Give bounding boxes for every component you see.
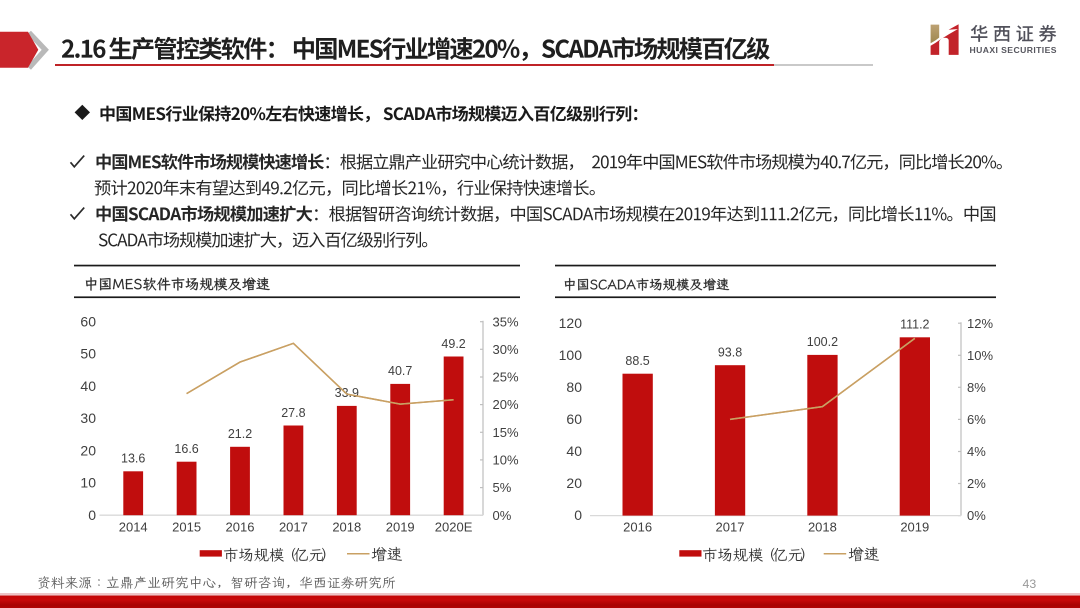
svg-text:120: 120 [559,315,583,331]
svg-text:40: 40 [80,378,96,394]
svg-text:100: 100 [559,347,583,363]
svg-text:2019: 2019 [386,520,415,535]
svg-text:2015: 2015 [172,520,201,535]
svg-text:35%: 35% [493,314,519,329]
svg-text:13.6: 13.6 [121,452,145,466]
svg-text:93.8: 93.8 [718,346,742,360]
svg-text:21.2: 21.2 [228,427,252,441]
svg-text:0%: 0% [967,508,986,523]
svg-text:2017: 2017 [716,520,745,535]
svg-text:10%: 10% [493,453,519,468]
svg-text:40.7: 40.7 [388,364,412,378]
svg-text:80: 80 [566,379,582,395]
svg-text:2016: 2016 [623,520,652,535]
svg-text:16.6: 16.6 [174,442,198,456]
svg-text:0: 0 [574,507,582,523]
svg-text:49.2: 49.2 [441,337,465,351]
svg-text:27.8: 27.8 [281,406,305,420]
svg-text:2020E: 2020E [435,520,473,535]
svg-text:2018: 2018 [808,520,837,535]
svg-text:100.2: 100.2 [807,335,838,349]
svg-text:88.5: 88.5 [625,354,649,368]
svg-text:2%: 2% [967,476,986,491]
svg-text:10: 10 [80,475,96,491]
svg-text:30%: 30% [493,342,519,357]
svg-text:40: 40 [566,443,582,459]
svg-text:20%: 20% [493,397,519,412]
svg-text:6%: 6% [967,412,986,427]
svg-text:2014: 2014 [119,520,148,535]
svg-text:60: 60 [80,313,96,329]
svg-text:50: 50 [80,346,96,362]
svg-text:60: 60 [566,411,582,427]
svg-text:2018: 2018 [332,520,361,535]
svg-text:111.2: 111.2 [900,318,929,332]
svg-text:10%: 10% [967,348,993,363]
svg-text:0%: 0% [493,508,512,523]
svg-text:15%: 15% [493,425,519,440]
svg-text:2017: 2017 [279,520,308,535]
svg-text:0: 0 [88,507,96,523]
svg-text:20: 20 [566,475,582,491]
svg-text:5%: 5% [493,480,512,495]
svg-text:12%: 12% [967,316,993,331]
svg-text:8%: 8% [967,380,986,395]
svg-text:20: 20 [80,442,96,458]
svg-text:2019: 2019 [900,520,929,535]
svg-text:25%: 25% [493,370,519,385]
svg-text:4%: 4% [967,444,986,459]
svg-text:2016: 2016 [226,520,255,535]
svg-text:30: 30 [80,410,96,426]
